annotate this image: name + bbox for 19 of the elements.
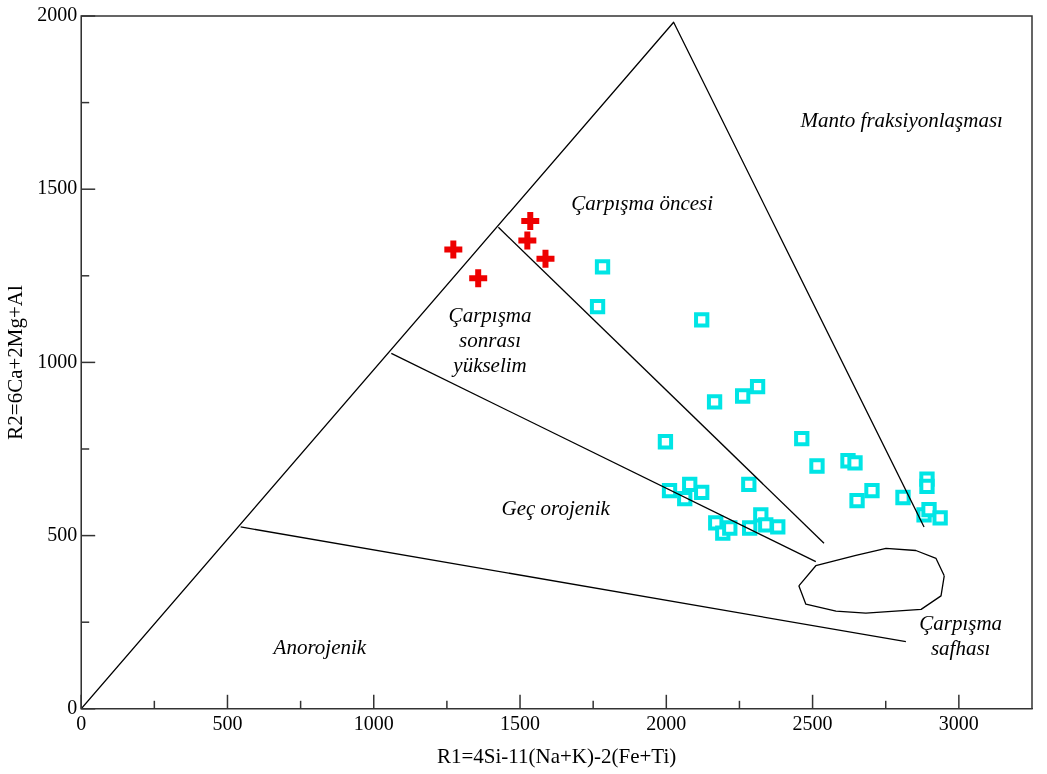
- x-tick-label: 500: [212, 712, 243, 735]
- y-tick-label: 1000: [37, 349, 78, 372]
- annotation: Geç orojenik: [501, 495, 611, 520]
- x-axis-title: R1=4Si-11(Na+K)-2(Fe+Ti): [436, 743, 677, 768]
- annotation: Manto fraksiyonlaşması: [799, 107, 1003, 132]
- y-tick-label: 500: [47, 522, 78, 545]
- x-tick-label: 2500: [792, 712, 833, 735]
- y-axis-title: R2=6Ca+2Mg+Al: [3, 284, 28, 440]
- y-tick-label: 0: [67, 696, 78, 719]
- annotation: Anorojenik: [271, 635, 367, 660]
- y-tick-label: 2000: [37, 3, 78, 26]
- annotation: Çarpışma sonrası yükselim: [448, 303, 532, 378]
- x-tick-label: 1500: [500, 712, 541, 735]
- x-tick-label: 3000: [938, 712, 979, 735]
- y-tick-label: 1500: [37, 176, 78, 199]
- annotation: Çarpışma safhası: [919, 610, 1003, 660]
- x-tick-label: 2000: [646, 712, 687, 735]
- annotation: Çarpışma öncesi: [571, 190, 714, 215]
- x-tick-label: 1000: [353, 712, 394, 735]
